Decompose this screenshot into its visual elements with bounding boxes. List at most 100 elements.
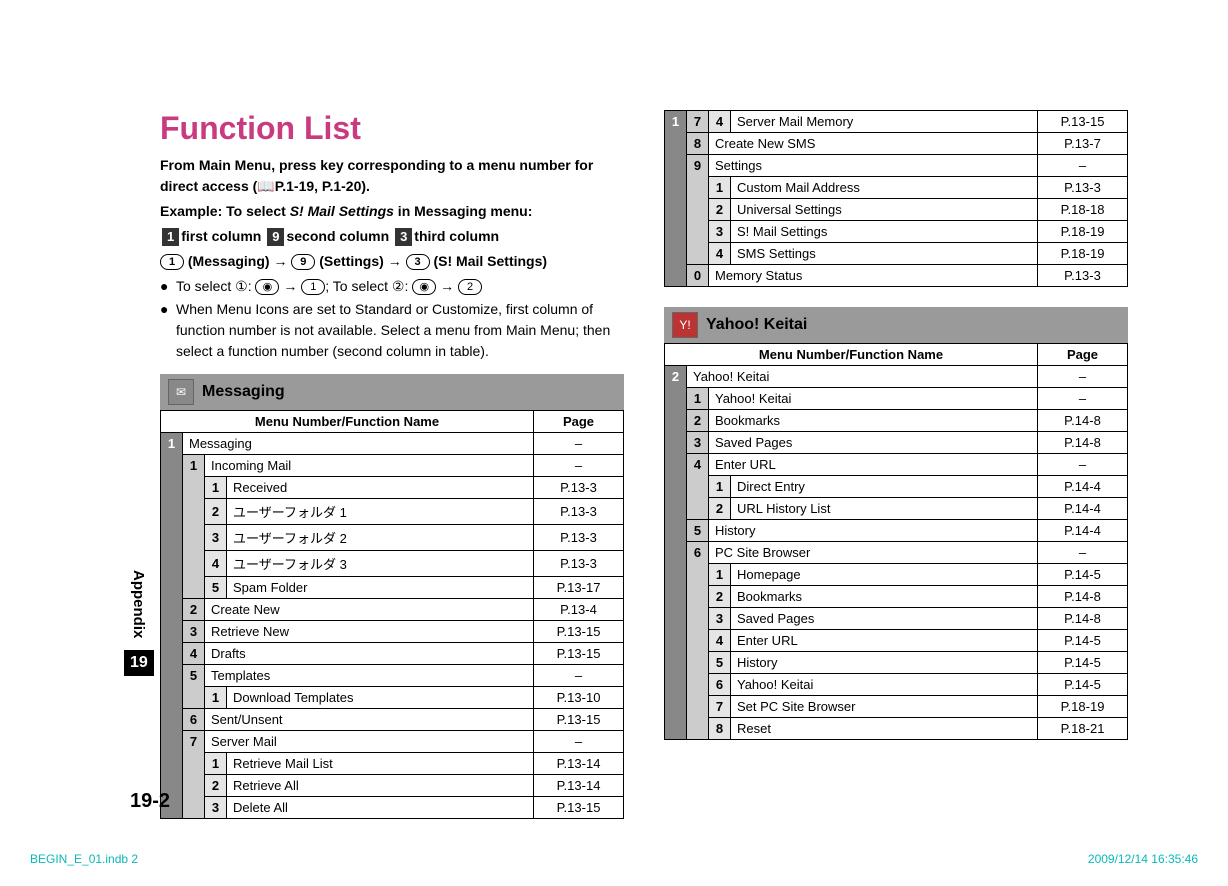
bullet-1: ● To select ①: ◉ → 1; To select ②: ◉ → 2 <box>160 276 624 297</box>
table-row: 2BookmarksP.14-8 <box>665 410 1128 432</box>
table-row: 4ユーザーフォルダ 3P.13-3 <box>161 551 624 577</box>
fn-cell: Universal Settings <box>731 199 1038 221</box>
fn-cell: Drafts <box>205 643 534 665</box>
table-row: 174Server Mail MemoryP.13-15 <box>665 111 1128 133</box>
table-row: 6Yahoo! KeitaiP.14-5 <box>665 674 1128 696</box>
bullet1-text: To select ①: ◉ → 1; To select ②: ◉ → 2 <box>176 276 624 297</box>
intro-line1: From Main Menu, press key corresponding … <box>160 155 624 197</box>
messaging-title: Messaging <box>202 383 285 401</box>
table-row: 2Universal SettingsP.18-18 <box>665 199 1128 221</box>
table-header-row: Menu Number/Function Name Page <box>665 344 1128 366</box>
table-row: 2URL History ListP.14-4 <box>665 498 1128 520</box>
fn-cell: Saved Pages <box>709 432 1038 454</box>
pg-cell: P.13-3 <box>534 499 624 525</box>
fn-cell: ユーザーフォルダ 3 <box>227 551 534 577</box>
l3-cell: 6 <box>709 674 731 696</box>
pg-cell: P.14-8 <box>1038 432 1128 454</box>
fn-cell: Incoming Mail <box>205 455 534 477</box>
l3-cell: 5 <box>709 652 731 674</box>
bullet2-text: When Menu Icons are set to Standard or C… <box>176 299 624 362</box>
table-header-row: Menu Number/Function Name Page <box>161 411 624 433</box>
fn-cell: Messaging <box>183 433 534 455</box>
fn-cell: Download Templates <box>227 687 534 709</box>
pg-cell: – <box>1038 388 1128 410</box>
col-page: Page <box>534 411 624 433</box>
fn-cell: Settings <box>709 155 1038 177</box>
key-3-icon: 3 <box>406 254 430 270</box>
intro-line2-pre: Example: To select <box>160 203 290 219</box>
table-row: 2Yahoo! Keitai– <box>665 366 1128 388</box>
table-row: 1Direct EntryP.14-4 <box>665 476 1128 498</box>
fn-cell: Templates <box>205 665 534 687</box>
pg-cell: – <box>534 665 624 687</box>
table-row: 1Incoming Mail– <box>161 455 624 477</box>
l3-cell: 3 <box>205 525 227 551</box>
l3-cell: 4 <box>709 243 731 265</box>
fn-cell: Server Mail <box>205 731 534 753</box>
table-row: 1HomepageP.14-5 <box>665 564 1128 586</box>
table-row: 4SMS SettingsP.18-19 <box>665 243 1128 265</box>
table-row: 1Yahoo! Keitai– <box>665 388 1128 410</box>
l2-cell: 1 <box>687 388 709 410</box>
table-row: 2Retrieve AllP.13-14 <box>161 775 624 797</box>
pg-cell: P.18-21 <box>1038 718 1128 740</box>
yahoo-section-header: Y! Yahoo! Keitai <box>664 307 1128 343</box>
table-row: 7Set PC Site BrowserP.18-19 <box>665 696 1128 718</box>
pg-cell: – <box>1038 454 1128 476</box>
pg-cell: P.13-7 <box>1038 133 1128 155</box>
table-row: 9Settings– <box>665 155 1128 177</box>
pg-cell: P.13-17 <box>534 577 624 599</box>
l3-cell: 2 <box>709 586 731 608</box>
l2-cell: 7 <box>183 731 205 819</box>
col-fn: Menu Number/Function Name <box>665 344 1038 366</box>
yahoo-table: Menu Number/Function Name Page 2Yahoo! K… <box>664 343 1128 740</box>
l1-cell: 1 <box>161 433 183 819</box>
pg-cell: P.14-8 <box>1038 608 1128 630</box>
key3-label: (S! Mail Settings) <box>433 253 547 269</box>
l3-cell: 2 <box>205 499 227 525</box>
fn-cell: ユーザーフォルダ 2 <box>227 525 534 551</box>
messaging-table: Menu Number/Function Name Page 1Messagin… <box>160 410 624 819</box>
l3-cell: 4 <box>709 630 731 652</box>
key-2-icon: 2 <box>458 279 482 295</box>
footer-timestamp: 2009/12/14 16:35:46 <box>1088 852 1198 866</box>
l2-cell: 4 <box>183 643 205 665</box>
fn-cell: History <box>709 520 1038 542</box>
fn-cell: Server Mail Memory <box>731 111 1038 133</box>
pg-cell: P.13-15 <box>534 709 624 731</box>
table-row: 1Download TemplatesP.13-10 <box>161 687 624 709</box>
pg-cell: P.13-15 <box>1038 111 1128 133</box>
key-1b-icon: 1 <box>301 279 325 295</box>
table-row: 1ReceivedP.13-3 <box>161 477 624 499</box>
intro-line2-post: in Messaging menu: <box>394 203 532 219</box>
l2-cell: 9 <box>687 155 709 265</box>
fn-cell: Sent/Unsent <box>205 709 534 731</box>
fn-cell: Custom Mail Address <box>731 177 1038 199</box>
fn-cell: Create New <box>205 599 534 621</box>
l2-cell: 4 <box>687 454 709 520</box>
pg-cell: P.13-10 <box>534 687 624 709</box>
table-row: 3Delete AllP.13-15 <box>161 797 624 819</box>
badge-3: 3 <box>395 228 412 246</box>
pg-cell: – <box>534 455 624 477</box>
table-row: 8Create New SMSP.13-7 <box>665 133 1128 155</box>
page-title: Function List <box>160 110 624 147</box>
l3-cell: 1 <box>205 477 227 499</box>
intro-keys: 1 (Messaging) → 9 (Settings) → 3 (S! Mai… <box>160 251 624 272</box>
pg-cell: P.13-3 <box>534 551 624 577</box>
fn-cell: Spam Folder <box>227 577 534 599</box>
l3-cell: 7 <box>709 696 731 718</box>
table-row: 5Spam FolderP.13-17 <box>161 577 624 599</box>
l2-cell: 8 <box>687 133 709 155</box>
table-row: 3Retrieve NewP.13-15 <box>161 621 624 643</box>
table-row: 5HistoryP.14-5 <box>665 652 1128 674</box>
badge3-txt: third column <box>414 228 499 244</box>
table-row: 4DraftsP.13-15 <box>161 643 624 665</box>
table-row: 3Saved PagesP.14-8 <box>665 432 1128 454</box>
table-row: 4Enter URL– <box>665 454 1128 476</box>
right-column: 174Server Mail MemoryP.13-15 8Create New… <box>664 110 1128 819</box>
pg-cell: P.14-4 <box>1038 476 1128 498</box>
l2-cell: 3 <box>687 432 709 454</box>
fn-cell: Create New SMS <box>709 133 1038 155</box>
l3-cell: 8 <box>709 718 731 740</box>
